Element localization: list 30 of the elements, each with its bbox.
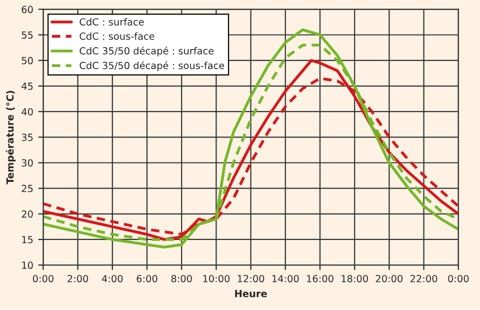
x-tick-label: 10:00 [203,274,230,282]
x-tick-label: 22:00 [410,274,438,282]
x-tick-label: 4:00 [102,274,123,282]
x-tick-label: 2:00 [68,274,88,282]
x-tick-label: 0:00 [448,274,469,282]
x-tick-label: 6:00 [136,274,158,282]
x-tick-label: 16:00 [307,274,334,282]
y-axis-title: Température (°C) [6,90,16,184]
y-tick-label: 55 [22,31,33,39]
x-tick-label: 18:00 [342,274,368,282]
x-tick-label: 12:00 [238,274,264,282]
legend-label: CdC 35/50 décapé : surface [80,46,214,56]
legend-label: CdC : sous-face [80,32,154,40]
x-tick-label: 14:00 [272,274,299,282]
y-tick-label: 10 [22,262,33,269]
legend-label: CdC 35/50 décapé : sous-face [80,61,224,72]
x-tick-label: 20:00 [376,274,403,282]
y-tick-label: 45 [22,82,33,90]
y-tick-label: 50 [22,56,33,64]
x-axis-title: Heure [235,290,267,298]
y-tick-label: 20 [22,210,33,218]
y-tick-label: 25 [22,184,33,192]
x-tick-label: 0:00 [32,274,54,282]
legend-label: CdC : surface [80,18,144,26]
y-tick-label: 60 [22,6,33,14]
y-tick-label: 30 [22,159,33,167]
y-tick-label: 40 [22,108,33,116]
y-tick-label: 35 [22,134,33,142]
x-tick-label: 8:00 [171,274,192,282]
y-tick-label: 15 [22,236,33,244]
